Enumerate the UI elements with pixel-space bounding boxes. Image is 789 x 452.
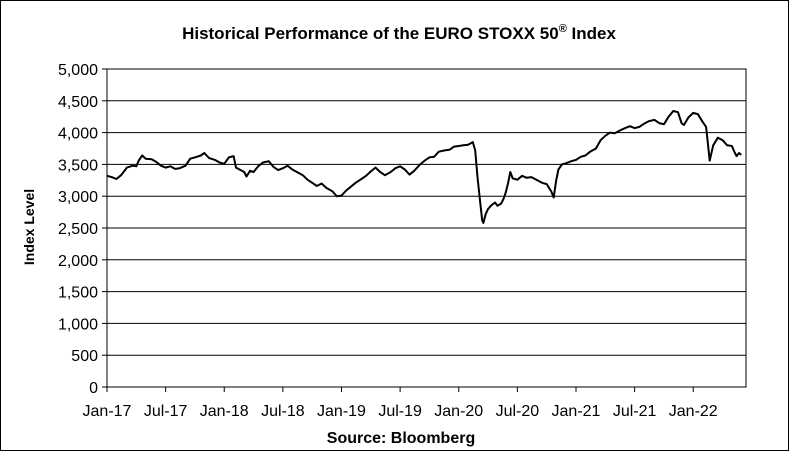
gridlines (107, 100, 746, 356)
y-tick-label: 4,500 (58, 94, 98, 111)
x-tick-label: Jul-18 (261, 403, 305, 420)
x-tick-label: Jan-17 (83, 403, 132, 420)
x-tick-label: Jan-19 (317, 403, 366, 420)
y-tick-label: 2,000 (58, 253, 98, 270)
y-tick-label: 500 (71, 348, 98, 365)
y-tick-label: 5,000 (58, 62, 98, 79)
x-axis-tick-labels: Jan-17 Jul-17 Jan-18 Jul-18 Jan-19 Jul-19 Jan-… (83, 387, 718, 420)
x-tick-label: Jan-20 (434, 403, 483, 420)
source-caption: Source: Bloomberg (327, 430, 475, 447)
x-tick-label: Jan-21 (552, 403, 601, 420)
y-tick-label: 3,500 (58, 157, 98, 174)
x-tick-label: Jul-20 (496, 403, 540, 420)
y-tick-label: 1,000 (58, 316, 98, 333)
x-tick-label: Jul-17 (144, 403, 188, 420)
y-tick-label: 0 (89, 380, 98, 397)
chart-title: Historical Performance of the EURO STOXX… (182, 23, 616, 43)
y-axis-tick-labels: 0 500 1,000 1,500 2,000 2,500 3,000 3,500 4,000 4… (58, 62, 107, 397)
x-tick-label: Jul-19 (378, 403, 422, 420)
x-tick-label: Jan-22 (669, 403, 718, 420)
chart-title-main: Historical Performance of the EURO STOXX… (182, 24, 559, 43)
chart-title-superscript: ® (559, 23, 567, 35)
y-tick-label: 4,000 (58, 126, 98, 143)
y-tick-label: 2,500 (58, 221, 98, 238)
chart-title-suffix: Index (567, 24, 617, 43)
y-tick-label: 1,500 (58, 285, 98, 302)
x-tick-label: Jul-21 (613, 403, 657, 420)
y-axis-title: Index Level (21, 189, 37, 265)
x-tick-label: Jan-18 (200, 403, 249, 420)
y-tick-label: 3,000 (58, 189, 98, 206)
series-line-euro-stoxx-50 (106, 110, 742, 224)
plot-area-border (106, 68, 747, 388)
